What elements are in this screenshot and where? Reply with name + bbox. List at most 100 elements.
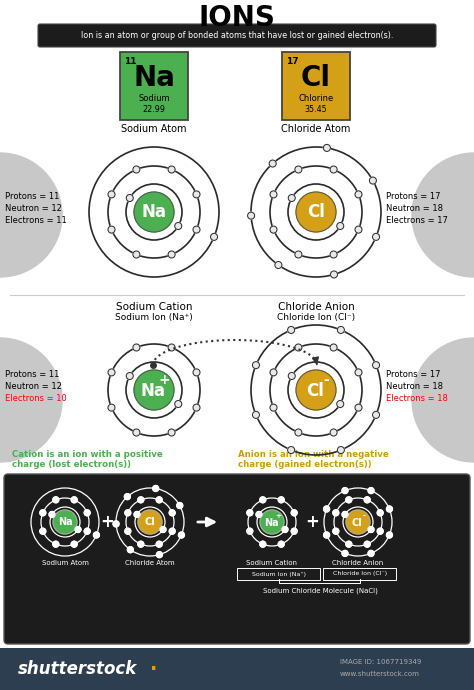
Circle shape	[386, 506, 392, 512]
Text: Cl: Cl	[307, 203, 325, 221]
Circle shape	[295, 166, 302, 173]
Circle shape	[342, 511, 348, 518]
Circle shape	[346, 497, 352, 503]
Text: Chloride Ion (Cl⁻): Chloride Ion (Cl⁻)	[333, 571, 387, 577]
Text: Sodium Atom: Sodium Atom	[42, 560, 89, 566]
Circle shape	[291, 528, 297, 534]
Circle shape	[193, 226, 200, 233]
Circle shape	[330, 429, 337, 436]
Circle shape	[270, 226, 277, 233]
Circle shape	[210, 233, 218, 240]
Circle shape	[324, 506, 329, 512]
Circle shape	[270, 369, 277, 376]
FancyBboxPatch shape	[4, 474, 470, 644]
Circle shape	[333, 528, 339, 534]
Text: Na: Na	[58, 517, 73, 527]
Text: Electrons = 10: Electrons = 10	[5, 394, 67, 403]
FancyBboxPatch shape	[38, 24, 436, 47]
Circle shape	[368, 488, 374, 493]
Circle shape	[0, 153, 62, 277]
Circle shape	[278, 541, 284, 547]
Text: +: +	[159, 373, 170, 386]
Circle shape	[291, 510, 297, 516]
Circle shape	[373, 411, 380, 418]
Text: Neutron = 18: Neutron = 18	[386, 382, 443, 391]
Circle shape	[153, 486, 159, 491]
Circle shape	[126, 195, 133, 201]
Circle shape	[124, 493, 130, 500]
Circle shape	[175, 222, 182, 230]
Circle shape	[386, 532, 392, 538]
Circle shape	[253, 362, 259, 368]
Circle shape	[288, 446, 295, 453]
Circle shape	[0, 338, 62, 462]
Circle shape	[177, 502, 183, 509]
Circle shape	[355, 191, 362, 198]
FancyBboxPatch shape	[120, 52, 188, 120]
Text: Chloride Ion (Cl⁻): Chloride Ion (Cl⁻)	[277, 313, 355, 322]
Text: Electrons = 18: Electrons = 18	[386, 394, 448, 403]
Circle shape	[71, 541, 77, 547]
Text: Sodium Ion (Na⁺): Sodium Ion (Na⁺)	[252, 571, 306, 577]
Circle shape	[156, 497, 162, 503]
Circle shape	[133, 429, 140, 436]
Text: Cation is an ion with a positive
charge (lost electron(s)): Cation is an ion with a positive charge …	[12, 450, 163, 469]
Text: Cl: Cl	[301, 64, 331, 92]
Text: Protons = 17: Protons = 17	[386, 192, 440, 201]
Circle shape	[295, 344, 302, 351]
Circle shape	[40, 510, 46, 516]
Circle shape	[193, 404, 200, 411]
Text: 11: 11	[124, 57, 137, 66]
Circle shape	[270, 404, 277, 411]
Circle shape	[193, 369, 200, 376]
Text: Ion is an atom or group of bonded atoms that have lost or gained electron(s).: Ion is an atom or group of bonded atoms …	[81, 30, 393, 39]
Text: -: -	[363, 513, 365, 519]
Circle shape	[355, 369, 362, 376]
Circle shape	[337, 400, 344, 408]
Circle shape	[368, 551, 374, 556]
Circle shape	[412, 153, 474, 277]
Text: +: +	[275, 513, 281, 519]
Text: Chloride Anion: Chloride Anion	[278, 302, 355, 312]
Circle shape	[169, 510, 175, 516]
Circle shape	[346, 510, 370, 534]
Circle shape	[113, 521, 119, 527]
Text: Chlorine: Chlorine	[298, 94, 334, 103]
Circle shape	[133, 344, 140, 351]
Circle shape	[275, 262, 282, 268]
Circle shape	[373, 233, 380, 240]
Circle shape	[168, 429, 175, 436]
Text: shutterstock: shutterstock	[18, 660, 137, 678]
Circle shape	[126, 373, 133, 380]
Text: Sodium Ion (Na⁺): Sodium Ion (Na⁺)	[115, 313, 193, 322]
Circle shape	[108, 226, 115, 233]
Text: Cl: Cl	[306, 382, 324, 400]
Text: -: -	[324, 373, 329, 386]
Circle shape	[355, 404, 362, 411]
Text: Anion is an ion with a negative
charge (gained electron(s)): Anion is an ion with a negative charge (…	[238, 450, 389, 469]
Circle shape	[84, 528, 90, 534]
Circle shape	[40, 528, 46, 534]
Circle shape	[288, 373, 295, 380]
Circle shape	[156, 541, 162, 547]
Circle shape	[156, 552, 163, 558]
Text: 17: 17	[286, 57, 299, 66]
Text: Na: Na	[142, 203, 166, 221]
Text: Na: Na	[264, 518, 278, 528]
Circle shape	[295, 251, 302, 258]
Text: Na: Na	[133, 64, 175, 92]
Text: ·: ·	[150, 660, 157, 678]
Circle shape	[288, 326, 295, 333]
Text: Electrons = 17: Electrons = 17	[386, 216, 448, 225]
Circle shape	[337, 222, 344, 230]
Text: 35.45: 35.45	[305, 106, 328, 115]
Text: Sodium: Sodium	[138, 94, 170, 103]
Text: IONS: IONS	[199, 4, 275, 32]
Text: Cl: Cl	[145, 517, 155, 527]
Circle shape	[93, 532, 100, 538]
Circle shape	[333, 510, 339, 516]
Circle shape	[108, 404, 115, 411]
Circle shape	[342, 488, 348, 493]
Circle shape	[256, 511, 262, 518]
Text: Na: Na	[140, 382, 165, 400]
